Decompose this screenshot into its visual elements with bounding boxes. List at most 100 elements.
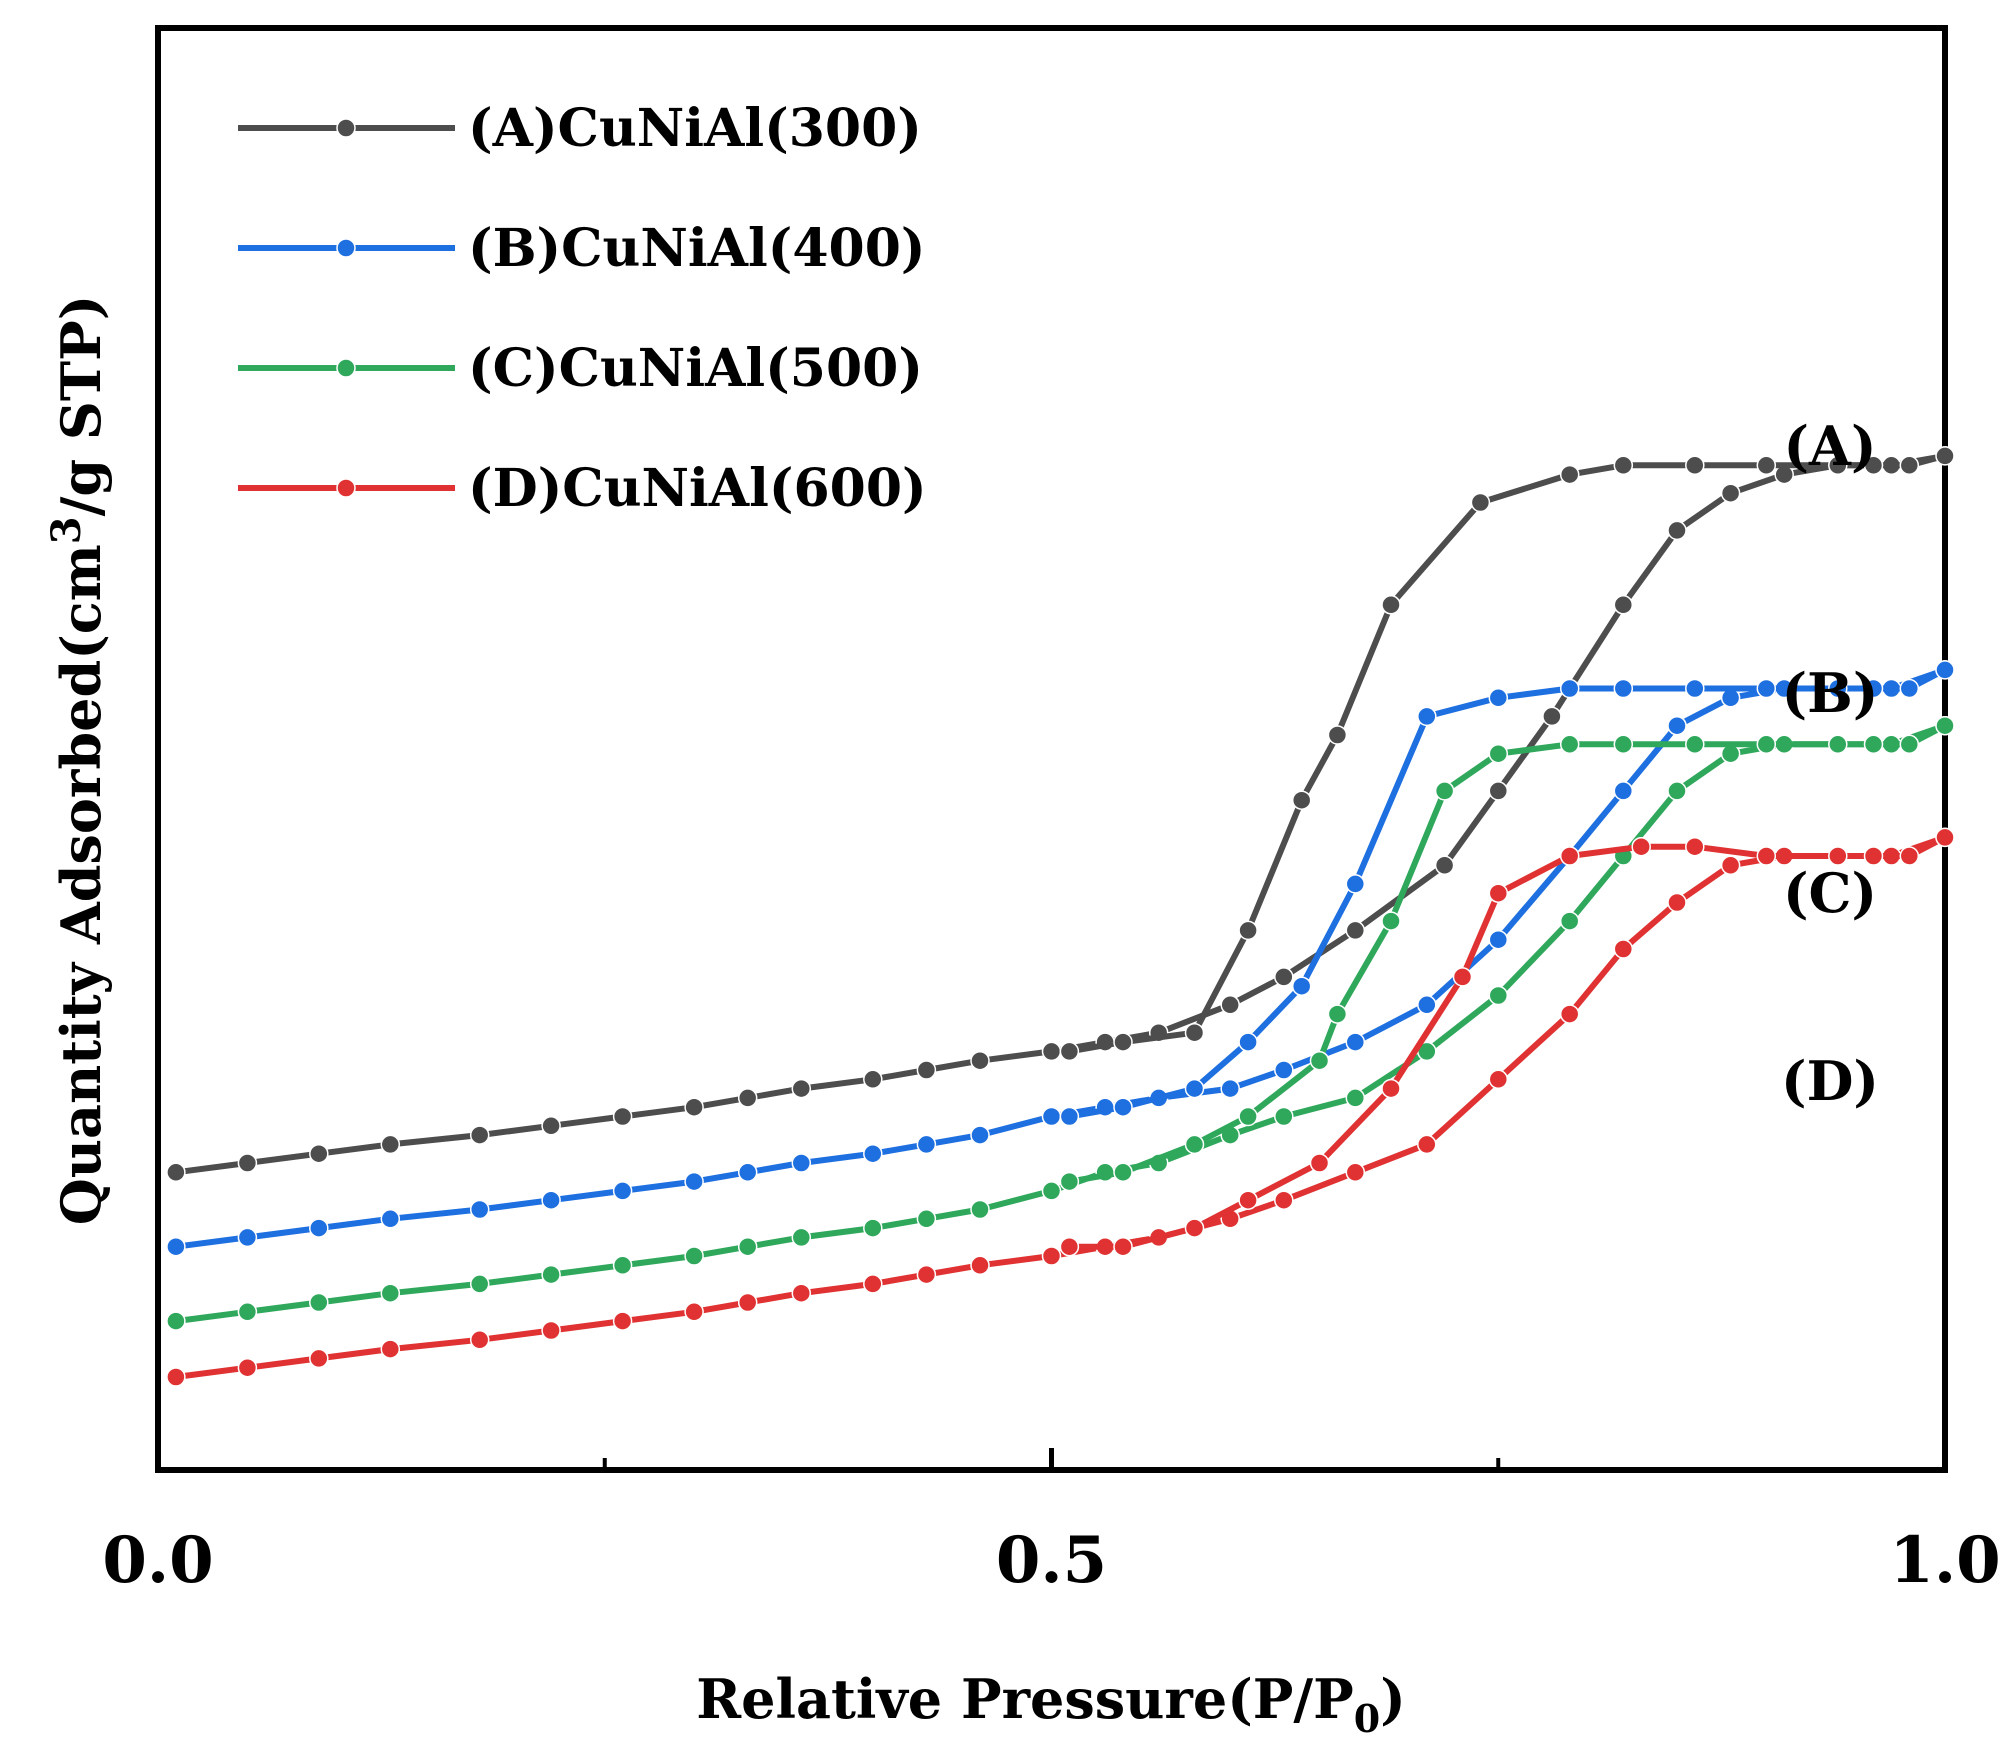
data-point-d-cunial-600-adsorption-20 — [1488, 1069, 1509, 1090]
data-point-c-cunial-500-adsorption-9 — [791, 1227, 812, 1248]
series-a-cunial-300 — [166, 446, 1955, 1183]
data-point-a-cunial-300-desorption-9 — [1381, 595, 1401, 615]
data-point-c-cunial-500-adsorption-5 — [541, 1264, 561, 1285]
data-point-a-cunial-300-desorption-10 — [1327, 725, 1348, 745]
data-point-c-cunial-500-desorption-9 — [1434, 781, 1455, 801]
data-point-b-cunial-400-adsorption-10 — [863, 1143, 883, 1164]
legend-swatch-marker — [336, 238, 356, 258]
data-point-b-cunial-400-desorption-7 — [1559, 678, 1580, 699]
data-point-a-cunial-300-desorption-14 — [1113, 1032, 1133, 1052]
series-c-cunial-500 — [166, 715, 1955, 1331]
legend-label: (A)CuNiAl(300) — [468, 98, 922, 159]
data-point-c-cunial-500-adsorption-13 — [1041, 1181, 1062, 1201]
data-point-d-cunial-600-desorption-8 — [1488, 883, 1509, 903]
data-point-a-cunial-300-adsorption-1 — [237, 1153, 258, 1173]
data-point-d-cunial-600-desorption-3 — [1828, 846, 1848, 866]
data-point-d-cunial-600-desorption-6 — [1631, 836, 1651, 857]
data-point-a-cunial-300-adsorption-5 — [541, 1116, 561, 1136]
legend-item-c-cunial-500: (C)CuNiAl(500) — [238, 338, 923, 399]
data-point-c-cunial-500-adsorption-4 — [469, 1274, 490, 1294]
data-point-c-cunial-500-adsorption-12 — [970, 1199, 990, 1220]
data-point-b-cunial-400-desorption-3 — [1828, 678, 1848, 699]
data-point-d-cunial-600-adsorption-3 — [380, 1339, 401, 1359]
data-point-d-cunial-600-adsorption-6 — [612, 1311, 633, 1331]
legend-label: (D)CuNiAl(600) — [468, 458, 927, 519]
data-point-d-cunial-600-adsorption-12 — [970, 1255, 990, 1276]
legend-swatch-marker — [336, 118, 356, 138]
data-point-d-cunial-600-desorption-2 — [1863, 846, 1884, 866]
data-point-b-cunial-400-adsorption-17 — [1274, 1060, 1294, 1080]
data-point-c-cunial-500-desorption-10 — [1381, 911, 1401, 931]
data-point-c-cunial-500-desorption-3 — [1828, 734, 1848, 755]
data-point-d-cunial-600-desorption-10 — [1381, 1078, 1401, 1099]
legend-item-b-cunial-400: (B)CuNiAl(400) — [238, 218, 926, 279]
data-point-b-cunial-400-adsorption-9 — [791, 1153, 812, 1173]
data-point-c-cunial-500-desorption-1 — [1899, 734, 1920, 755]
data-point-a-cunial-300-adsorption-11 — [916, 1060, 937, 1080]
data-point-a-cunial-300-desorption-7 — [1559, 464, 1580, 485]
data-point-b-cunial-400-desorption-11 — [1291, 976, 1312, 996]
data-point-a-cunial-300-desorption-5 — [1685, 455, 1705, 476]
legend-item-d-cunial-600: (D)CuNiAl(600) — [238, 458, 927, 519]
data-point-a-cunial-300-adsorption-2 — [309, 1143, 329, 1164]
data-point-b-cunial-400-desorption-14 — [1113, 1097, 1133, 1117]
data-point-b-cunial-400-adsorption-22 — [1613, 781, 1634, 801]
series-line-b-cunial-400-desorption — [1068, 667, 1947, 1120]
data-point-a-cunial-300-desorption-6 — [1613, 455, 1634, 476]
data-point-a-cunial-300-desorption-2 — [1863, 455, 1884, 476]
data-point-c-cunial-500-adsorption-20 — [1488, 985, 1509, 1006]
x-axis-title-main: Relative Pressure(P/P — [696, 1667, 1354, 1731]
data-point-d-cunial-600-desorption-5 — [1685, 836, 1705, 857]
legend-swatch-marker — [336, 358, 356, 378]
data-point-a-cunial-300-adsorption-0 — [166, 1162, 186, 1183]
data-point-b-cunial-400-desorption-5 — [1685, 678, 1705, 699]
data-point-c-cunial-500-adsorption-8 — [737, 1236, 758, 1257]
y-axis-title-superscript: 3 — [43, 516, 90, 544]
data-point-a-cunial-300-adsorption-18 — [1345, 920, 1366, 941]
data-point-c-cunial-500-adsorption-2 — [309, 1292, 329, 1313]
data-point-d-cunial-600-adsorption-10 — [863, 1274, 883, 1294]
data-point-c-cunial-500-desorption-12 — [1309, 1050, 1330, 1071]
data-point-b-cunial-400-adsorption-12 — [970, 1125, 990, 1145]
data-point-b-cunial-400-adsorption-1 — [237, 1227, 258, 1248]
y-axis-title-main: Quantity Adsorbed(cm — [49, 544, 113, 1225]
data-point-a-cunial-300-adsorption-7 — [684, 1097, 704, 1117]
x-axis-ticks — [155, 1448, 1948, 1470]
data-point-a-cunial-300-adsorption-16 — [1220, 995, 1240, 1015]
data-point-a-cunial-300-adsorption-24 — [1720, 483, 1741, 503]
data-point-b-cunial-400-adsorption-8 — [737, 1162, 758, 1183]
data-point-c-cunial-500-adsorption-3 — [380, 1283, 401, 1303]
data-point-c-cunial-500-adsorption-7 — [684, 1246, 704, 1266]
data-point-d-cunial-600-adsorption-19 — [1417, 1134, 1437, 1155]
data-point-d-cunial-600-adsorption-18 — [1345, 1162, 1366, 1183]
x-axis-title: Relative Pressure(P/P0) — [696, 1667, 1406, 1741]
data-point-a-cunial-300-desorption-15 — [1059, 1041, 1080, 1062]
data-point-b-cunial-400-desorption-4 — [1756, 678, 1777, 699]
data-point-a-cunial-300-adsorption-13 — [1041, 1041, 1062, 1062]
data-point-a-cunial-300-desorption-8 — [1470, 492, 1491, 513]
data-point-c-cunial-500-adsorption-21 — [1559, 911, 1580, 931]
x-tick-label-2: 1.0 — [1889, 1523, 2000, 1598]
y-axis-title: Quantity Adsorbed(cm3/g STP) — [43, 295, 113, 1226]
data-point-b-cunial-400-adsorption-18 — [1345, 1032, 1366, 1052]
data-point-d-cunial-600-desorption-4 — [1756, 846, 1777, 866]
data-point-d-cunial-600-adsorption-4 — [469, 1330, 490, 1350]
data-point-c-cunial-500-desorption-14 — [1184, 1134, 1205, 1155]
data-point-d-cunial-600-adsorption-22 — [1613, 939, 1634, 959]
data-point-d-cunial-600-adsorption-1 — [237, 1357, 258, 1378]
data-point-a-cunial-300-adsorption-4 — [469, 1125, 490, 1145]
legend: (A)CuNiAl(300) (B)CuNiAl(400) (C)CuNiAl(50… — [238, 98, 927, 519]
data-point-d-cunial-600-desorption-12 — [1238, 1190, 1258, 1210]
series-b-cunial-400 — [166, 660, 1955, 1257]
data-point-a-cunial-300-desorption-12 — [1238, 920, 1258, 941]
data-point-d-cunial-600-desorption-7 — [1559, 846, 1580, 866]
data-point-d-cunial-600-adsorption-13 — [1041, 1246, 1062, 1266]
data-point-a-cunial-300-adsorption-8 — [737, 1088, 758, 1108]
data-point-a-cunial-300-desorption-3 — [1828, 455, 1848, 476]
data-point-b-cunial-400-adsorption-2 — [309, 1218, 329, 1238]
curve-labels: (A) (B) (C) (D) — [1781, 414, 1879, 1113]
data-point-c-cunial-500-adsorption-6 — [612, 1255, 633, 1276]
data-point-a-cunial-300-desorption-0 — [1935, 446, 1955, 466]
data-point-d-cunial-600-desorption-0 — [1935, 827, 1955, 848]
data-point-c-cunial-500-desorption-0 — [1935, 715, 1955, 736]
